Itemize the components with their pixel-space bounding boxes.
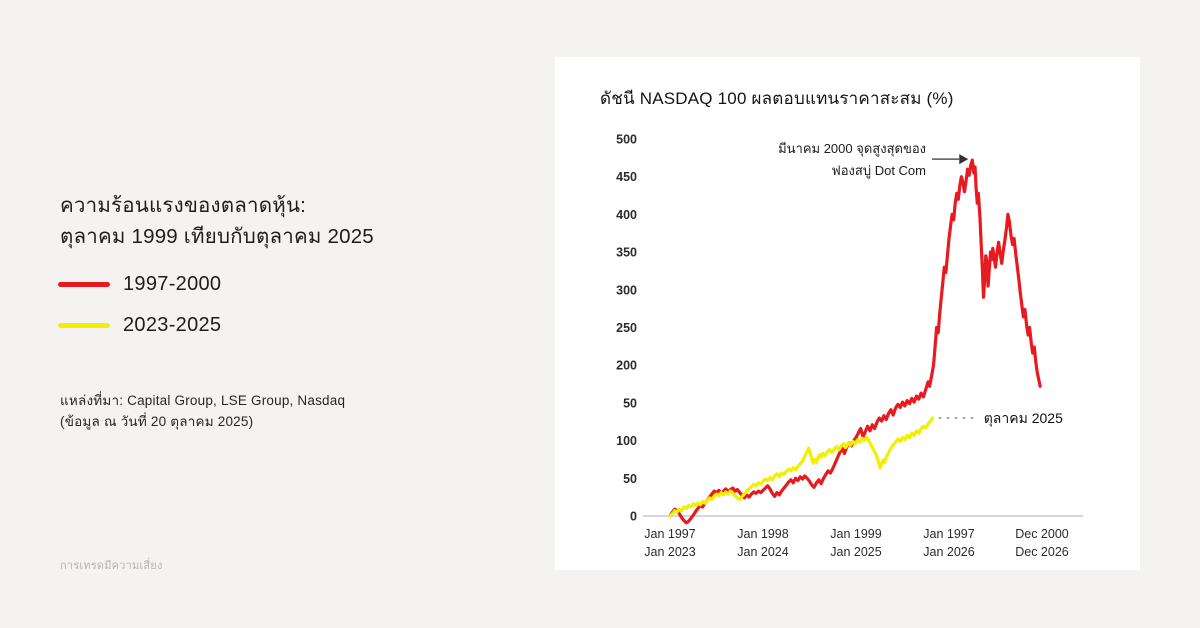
source-line-2: (ข้อมูล ณ วันที่ 20 ตุลาคม 2025) bbox=[60, 414, 254, 429]
y-tick-label: 500 bbox=[616, 133, 637, 147]
nasdaq-line-chart: 0 50 100 50 200 250 300 350 400 450 500 Jan 1997 Jan… bbox=[616, 133, 1083, 559]
y-tick-label: 400 bbox=[616, 208, 637, 222]
y-tick-label: 200 bbox=[616, 359, 637, 373]
x-tick-label-row1: Dec 2000 bbox=[1015, 527, 1069, 541]
chart-card: ดัชนี NASDAQ 100 ผลตอบแทนราคาสะสม (%) 0 5… bbox=[555, 57, 1140, 570]
y-tick-label: 300 bbox=[616, 283, 637, 297]
y-tick-label: 450 bbox=[616, 170, 637, 184]
legend-item-2023-2025: 2023-2025 bbox=[58, 310, 221, 340]
x-tick-label-row1: Jan 1997 bbox=[923, 527, 974, 541]
y-tick-label: 50 bbox=[623, 472, 637, 486]
legend-item-1997-2000: 1997-2000 bbox=[58, 269, 221, 299]
oct-2025-label: ตุลาคม 2025 bbox=[984, 410, 1063, 427]
source-line-1: แหล่งที่มา: Capital Group, LSE Group, Na… bbox=[60, 393, 346, 408]
risk-disclaimer: การเทรดมีความเสี่ยง bbox=[60, 560, 163, 572]
legend: 1997-2000 2023-2025 bbox=[58, 269, 221, 351]
x-tick-label-row2: Jan 2024 bbox=[737, 545, 788, 559]
x-tick-label-row2: Jan 2025 bbox=[830, 545, 881, 559]
peak-annotation-line2: ฟองสบู่ Dot Com bbox=[832, 163, 926, 179]
x-tick-label-row2: Jan 2023 bbox=[644, 545, 695, 559]
legend-swatch-red bbox=[58, 281, 110, 287]
chart-title: ดัชนี NASDAQ 100 ผลตอบแทนราคาสะสม (%) bbox=[600, 89, 954, 108]
legend-label: 1997-2000 bbox=[123, 272, 222, 295]
peak-annotation-line1: มีนาคม 2000 จุดสูงสุดของ bbox=[778, 141, 926, 157]
heading-line-2: ตุลาคม 1999 เทียบกับตุลาคม 2025 bbox=[60, 225, 374, 248]
peak-arrow-head bbox=[959, 154, 969, 165]
main-heading: ความร้อนแรงของตลาดหุ้น: ตุลาคม 1999 เทีย… bbox=[60, 190, 374, 252]
legend-swatch-yellow bbox=[58, 322, 110, 328]
y-tick-label: 100 bbox=[616, 434, 637, 448]
y-tick-label: 50 bbox=[623, 396, 637, 410]
series-line-1997-2000 bbox=[668, 158, 1042, 525]
x-tick-label-row1: Jan 1997 bbox=[644, 527, 695, 541]
heading-line-1: ความร้อนแรงของตลาดหุ้น: bbox=[60, 194, 307, 217]
y-tick-label: 250 bbox=[616, 321, 637, 335]
x-tick-label-row1: Jan 1998 bbox=[737, 527, 788, 541]
series-line-2023-2025 bbox=[668, 416, 935, 518]
x-tick-label-row2: Dec 2026 bbox=[1015, 545, 1069, 559]
legend-label: 2023-2025 bbox=[123, 313, 222, 336]
x-tick-label-row2: Jan 2026 bbox=[923, 545, 974, 559]
y-tick-label: 350 bbox=[616, 246, 637, 260]
y-tick-label: 0 bbox=[630, 510, 637, 524]
source-note: แหล่งที่มา: Capital Group, LSE Group, Na… bbox=[60, 390, 345, 432]
x-tick-label-row1: Jan 1999 bbox=[830, 527, 881, 541]
